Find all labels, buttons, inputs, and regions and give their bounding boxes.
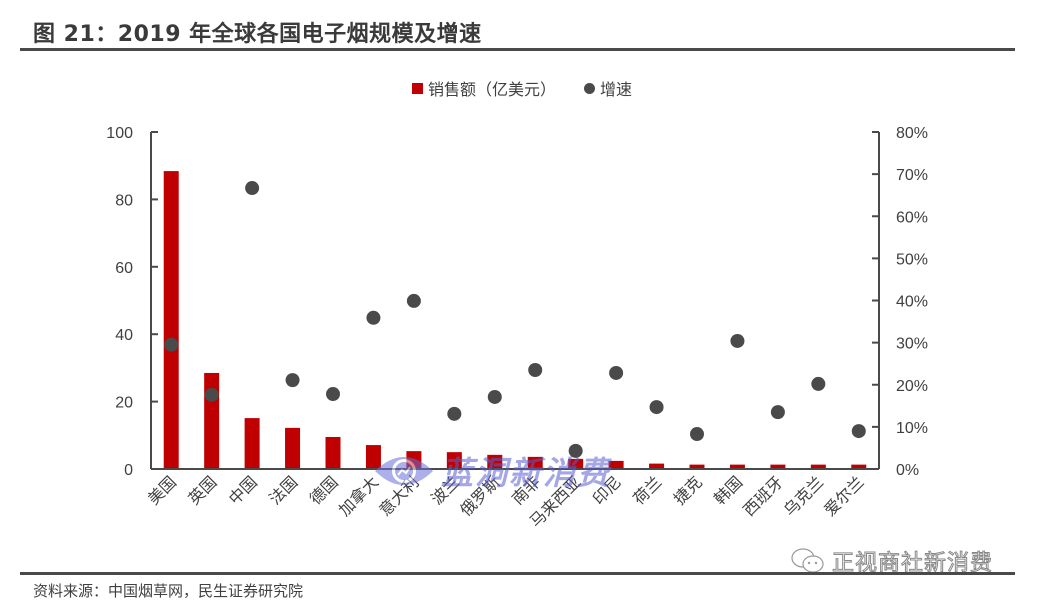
- bar-法国: [285, 427, 301, 469]
- growth-point-印尼: [609, 365, 624, 380]
- category-label: 英国: [184, 472, 220, 508]
- growth-point-德国: [326, 387, 340, 402]
- legend-swatch-sales: [411, 82, 423, 94]
- growth-point-中国: [245, 181, 260, 196]
- bar-印尼: [608, 460, 624, 469]
- wechat-icon: [791, 548, 824, 573]
- growth-point-乌克兰: [811, 376, 826, 391]
- bar-南非: [527, 456, 543, 469]
- chart-legend: 销售额（亿美元） 增速: [0, 76, 1044, 100]
- right-axis-tick-label: 80%: [896, 125, 928, 142]
- category-label: 德国: [306, 472, 342, 508]
- right-axis-tick-label: 60%: [896, 209, 928, 226]
- growth-point-法国: [285, 373, 300, 388]
- footer-divider: [20, 572, 1015, 575]
- legend-item-growth: 增速: [584, 76, 632, 100]
- bar-捷克: [689, 464, 705, 469]
- bar-马来西亚: [568, 458, 584, 469]
- eye-logo-icon: [375, 457, 433, 485]
- growth-point-捷克: [690, 427, 704, 442]
- left-axis-tick-label: 20: [115, 395, 133, 412]
- legend-item-sales: 销售额（亿美元）: [411, 76, 556, 100]
- bar-韩国: [729, 464, 745, 469]
- category-label: 捷克: [670, 472, 706, 508]
- legend-label-growth: 增速: [600, 80, 633, 99]
- right-axis-tick-label: 30%: [896, 336, 928, 353]
- growth-point-韩国: [730, 333, 745, 348]
- category-label: 法国: [265, 472, 301, 508]
- right-axis-tick-label: 0%: [896, 462, 919, 479]
- left-axis-tick-label: 100: [106, 125, 133, 142]
- bar-加拿大: [365, 445, 381, 469]
- watermark-center-text: 蓝洞新消费: [441, 454, 612, 492]
- legend-label-sales: 销售额（亿美元）: [427, 80, 556, 99]
- right-axis-tick-label: 70%: [896, 167, 928, 184]
- growth-point-俄罗斯: [487, 389, 502, 404]
- category-label: 乌克兰: [780, 472, 827, 519]
- chart-plot: 0 20 40 60 80 100 0% 10% 20% 30% 40% 50% 60% 70% 80% 美国…: [106, 125, 928, 531]
- growth-point-加拿大: [366, 310, 381, 325]
- right-axis-tick-label: 20%: [896, 378, 928, 395]
- category-label: 西班牙: [739, 472, 786, 519]
- left-axis-tick-label: 40: [115, 327, 133, 344]
- bar-乌克兰: [810, 464, 826, 469]
- right-axis-tick-label: 50%: [896, 251, 928, 268]
- bar-美国: [163, 171, 179, 470]
- bar-爱尔兰: [851, 464, 867, 469]
- right-axis-tick-label: 40%: [896, 294, 928, 311]
- left-axis-tick-label: 60: [115, 260, 133, 277]
- growth-point-美国: [164, 337, 179, 352]
- growth-point-意大利: [406, 293, 421, 308]
- category-label: 荷兰: [629, 472, 665, 508]
- category-label: 爱尔兰: [820, 472, 867, 519]
- growth-point-爱尔兰: [851, 424, 866, 439]
- watermark-center: 蓝洞新消费: [373, 448, 611, 494]
- legend-dot-growth: [584, 82, 595, 94]
- growth-point-荷兰: [649, 400, 664, 415]
- bar-荷兰: [649, 463, 665, 469]
- bar-中国: [244, 418, 260, 469]
- bar-波兰: [446, 452, 462, 469]
- source-note: 资料来源：中国烟草网，民生证券研究院: [33, 582, 304, 600]
- growth-point-英国: [204, 387, 219, 402]
- bar-俄罗斯: [487, 454, 503, 469]
- growth-point-马来西亚: [568, 443, 583, 458]
- bar-德国: [325, 436, 341, 469]
- right-axis-tick-label: 10%: [896, 420, 928, 437]
- left-axis-tick-label: 0: [124, 462, 133, 479]
- left-axis-tick-label: 80: [115, 192, 133, 209]
- category-label: 中国: [225, 472, 261, 508]
- chart-title: 图 21：2019 年全球各国电子烟规模及增速: [33, 22, 482, 47]
- bar-英国: [204, 372, 220, 469]
- bar-西班牙: [770, 464, 786, 469]
- growth-point-波兰: [447, 406, 462, 421]
- title-divider: [20, 48, 1015, 51]
- category-label: 美国: [144, 472, 180, 508]
- growth-point-南非: [528, 363, 543, 378]
- category-label: 韩国: [710, 472, 746, 508]
- growth-point-西班牙: [770, 405, 785, 420]
